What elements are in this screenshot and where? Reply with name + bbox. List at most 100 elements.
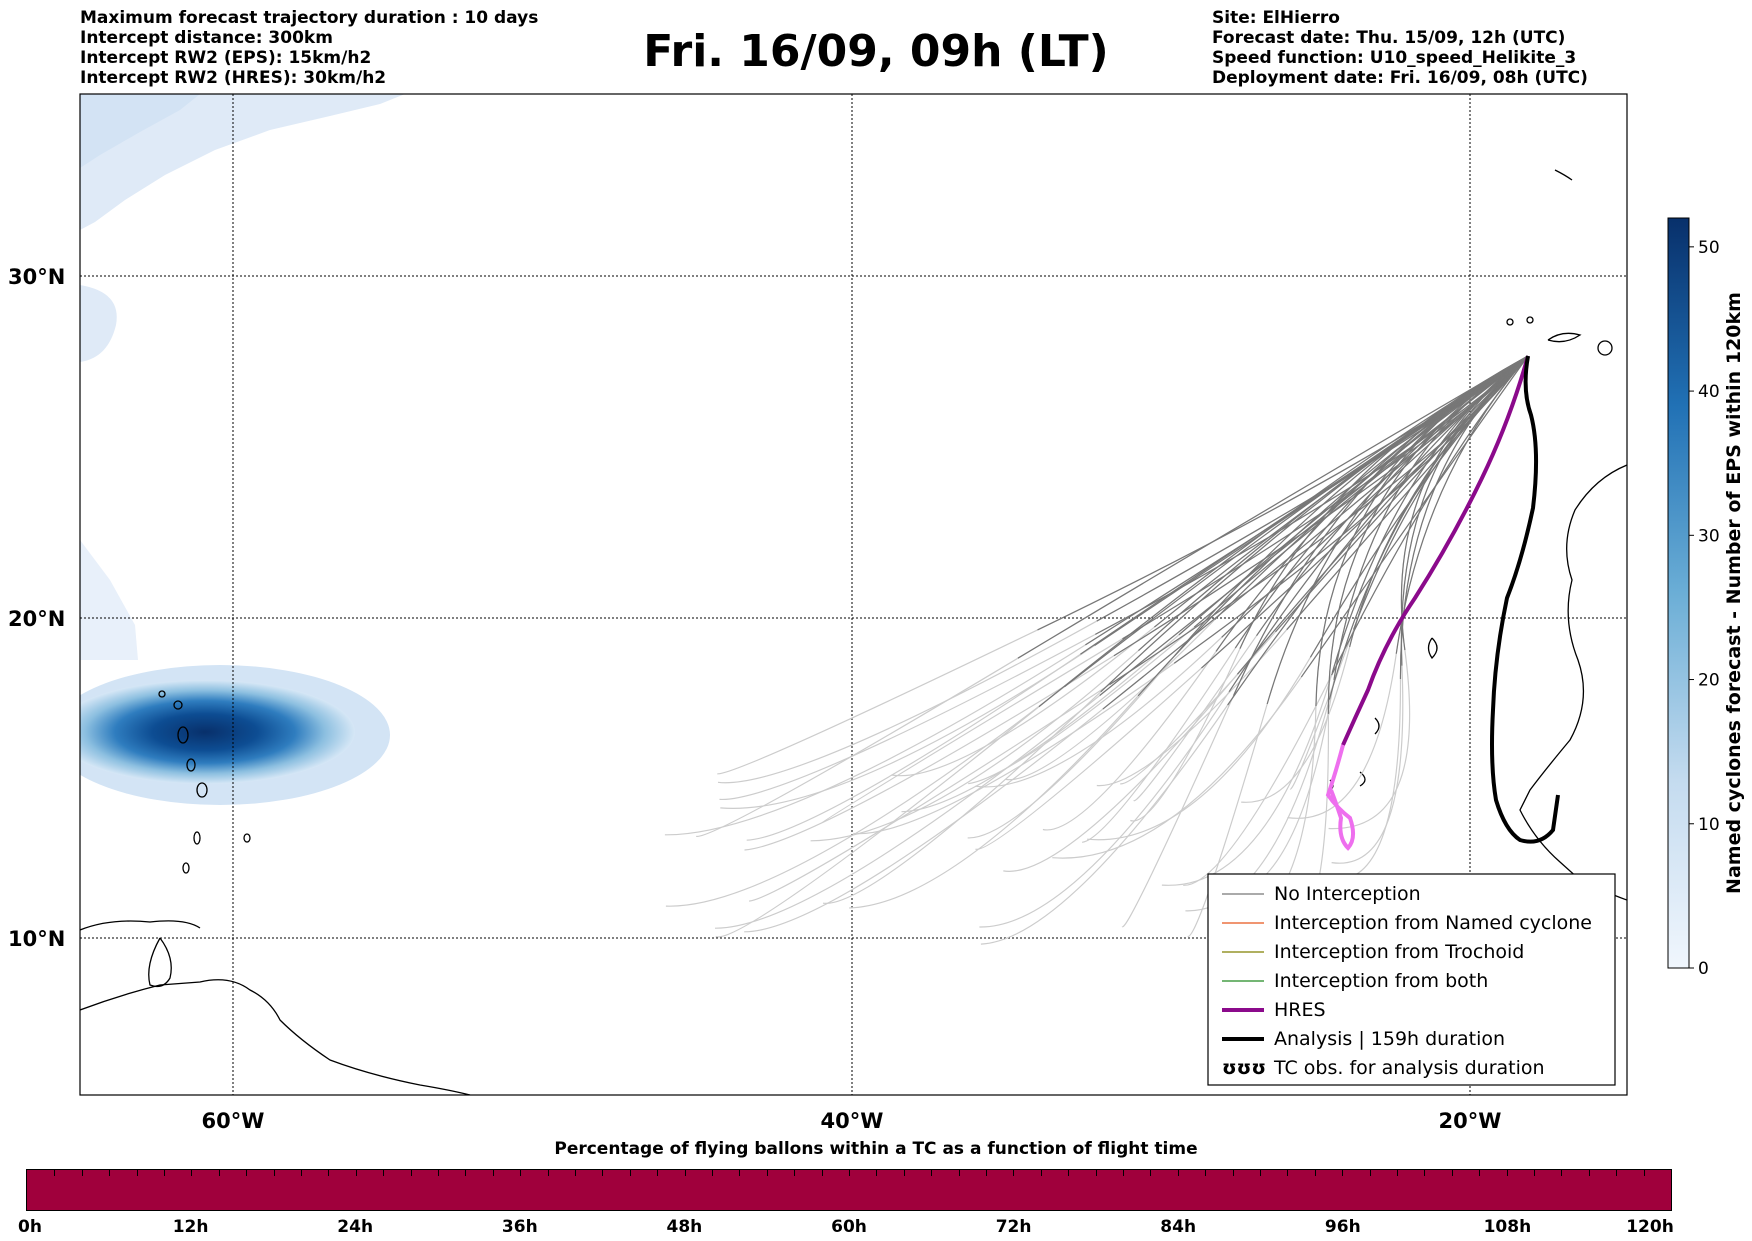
- time-tick-label: 24h: [337, 1217, 374, 1237]
- hres-trajectory: [1341, 355, 1530, 746]
- lat-axis-labels: 30°N 20°N 10°N: [8, 265, 65, 951]
- time-bar-minor-tick: [1506, 1170, 1508, 1176]
- ensemble-member-trajectory-late: [1161, 355, 1529, 886]
- time-bar-minor-tick: [903, 1170, 905, 1176]
- ensemble-member-trajectory-late: [1185, 355, 1529, 912]
- ensemble-member-trajectory: [1333, 355, 1529, 680]
- lon-axis-labels: 60°W 40°W 20°W: [202, 1109, 1502, 1133]
- legend-label-2: Interception from Trochoid: [1274, 941, 1524, 963]
- time-bar-minor-tick: [246, 1170, 248, 1176]
- ensemble-member-trajectory-late: [717, 355, 1529, 775]
- time-bar-minor-tick: [465, 1170, 467, 1176]
- time-bar-minor-tick: [191, 1170, 193, 1176]
- time-bar-minor-tick: [1561, 1170, 1563, 1176]
- header-line-site: Site: ElHierro: [1212, 8, 1340, 28]
- time-bar-minor-tick: [520, 1170, 522, 1176]
- time-bar-minor-tick: [1177, 1170, 1179, 1176]
- time-bar-minor-tick: [1150, 1170, 1152, 1176]
- ensemble-member-trajectory: [1094, 355, 1529, 647]
- ensemble-member-trajectory: [1309, 355, 1529, 658]
- time-bar-minor-tick: [1068, 1170, 1070, 1176]
- ensemble-member-trajectory: [1037, 355, 1529, 631]
- header-line-rw2-eps: Intercept RW2 (EPS): 15km/h2: [80, 48, 372, 68]
- time-bar-minor-tick: [574, 1170, 576, 1176]
- analysis-trajectory: [1490, 355, 1560, 844]
- lon-label-20w: 20°W: [1439, 1109, 1502, 1133]
- ensemble-member-trajectory: [1331, 355, 1529, 673]
- colorbar: 0 10 20 30 40 50 Named cyclones forecast - Nu…: [1667, 217, 1745, 979]
- ensemble-member-trajectory-late: [1183, 355, 1529, 886]
- time-bar-minor-tick: [766, 1170, 768, 1176]
- header-line-duration: Maximum forecast trajectory duration : 1…: [80, 8, 539, 28]
- ensemble-member-trajectory: [1113, 355, 1529, 657]
- colorbar-tick-label: 30: [1698, 526, 1720, 546]
- time-bar-minor-tick: [1314, 1170, 1316, 1176]
- legend-label-5: Analysis | 159h duration: [1274, 1028, 1505, 1050]
- colorbar-tick-label: 50: [1698, 238, 1720, 258]
- main-title: Fri. 16/09, 09h (LT): [643, 26, 1109, 77]
- ensemble-member-trajectory-late: [664, 355, 1529, 836]
- ensemble-member-trajectory: [1349, 355, 1529, 647]
- time-bar-minor-tick: [739, 1170, 741, 1176]
- time-bar-minor-tick: [547, 1170, 549, 1176]
- time-tick-label: 36h: [501, 1217, 538, 1237]
- ensemble-member-trajectory: [1256, 355, 1529, 637]
- header-line-forecast-date: Forecast date: Thu. 15/09, 12h (UTC): [1212, 28, 1566, 48]
- time-bar-minor-tick: [163, 1170, 165, 1176]
- time-tick-label: 96h: [1324, 1217, 1361, 1237]
- time-bar-minor-tick: [849, 1170, 850, 1176]
- ensemble-member-trajectory: [1399, 355, 1529, 679]
- ensemble-member-trajectory-late: [719, 355, 1529, 801]
- legend-label-3: Interception from both: [1274, 970, 1488, 992]
- header-info-left: Maximum forecast trajectory duration : 1…: [80, 8, 538, 88]
- time-bar-minor-tick: [1616, 1170, 1618, 1176]
- ensemble-member-trajectory-late: [1042, 355, 1529, 831]
- time-bar-minor-tick: [1424, 1170, 1426, 1176]
- header-line-distance: Intercept distance: 300km: [80, 28, 333, 48]
- time-bar-minor-tick: [1479, 1170, 1481, 1176]
- time-tick-label: 120h: [1626, 1217, 1674, 1237]
- ensemble-member-trajectory: [1300, 355, 1529, 678]
- time-tick-label: 84h: [1160, 1217, 1197, 1237]
- legend: No Interception Interception from Named c…: [1207, 873, 1616, 1086]
- colorbar-tick-label: 10: [1698, 815, 1720, 835]
- time-bar-minor-tick: [136, 1170, 138, 1176]
- time-bar-minor-tick: [629, 1170, 631, 1176]
- time-tick-label: 60h: [831, 1217, 867, 1237]
- map-figure: 30°N 20°N 10°N 60°W 40°W 20°W No Interce…: [8, 93, 1745, 1133]
- time-bar-minor-tick: [684, 1170, 686, 1176]
- header-line-rw2-hres: Intercept RW2 (HRES): 30km/h2: [80, 68, 387, 88]
- time-tick-label: 12h: [172, 1217, 209, 1237]
- time-bar-minor-tick: [657, 1170, 659, 1176]
- time-tick-label: 0h: [18, 1217, 42, 1237]
- time-bar-minor-tick: [931, 1170, 933, 1176]
- colorbar-gradient: [1667, 217, 1690, 969]
- time-bar-minor-tick: [602, 1170, 604, 1176]
- map-area: [80, 94, 1627, 1095]
- time-bar-minor-tick: [1205, 1170, 1207, 1176]
- header-line-speed-function: Speed function: U10_speed_Helikite_3: [1212, 48, 1577, 68]
- time-bar-minor-tick: [1122, 1170, 1124, 1176]
- time-bar-minor-tick: [109, 1170, 111, 1176]
- time-tick-label: 72h: [995, 1217, 1032, 1237]
- legend-box: [1207, 873, 1616, 1086]
- eps-density-shading: [80, 94, 405, 805]
- colorbar-tick-label: 20: [1698, 671, 1720, 691]
- time-bar-minor-tick: [355, 1170, 357, 1176]
- ensemble-trajectories-no-interception: [1017, 355, 1529, 714]
- colorbar-label: Named cyclones forecast - Number of EPS …: [1723, 292, 1745, 894]
- time-bar-minor-tick: [821, 1170, 823, 1176]
- time-bar-minor-tick: [712, 1170, 713, 1176]
- lat-label-20n: 20°N: [8, 607, 65, 631]
- ensemble-member-trajectory: [1017, 355, 1529, 659]
- time-bar-minor-tick: [383, 1170, 385, 1176]
- ensemble-member-trajectory-late: [1211, 355, 1529, 936]
- time-bar-minor-tick: [492, 1170, 494, 1176]
- ensemble-member-trajectory: [1193, 355, 1529, 628]
- time-bar-minor-tick: [1643, 1170, 1645, 1176]
- time-bar-minor-tick: [1451, 1170, 1453, 1176]
- time-bar-minor-tick: [54, 1170, 56, 1176]
- time-bar-minor-tick: [1369, 1170, 1371, 1176]
- time-bar-minor-tick: [1232, 1170, 1234, 1176]
- time-bar-minor-tick: [1013, 1170, 1015, 1176]
